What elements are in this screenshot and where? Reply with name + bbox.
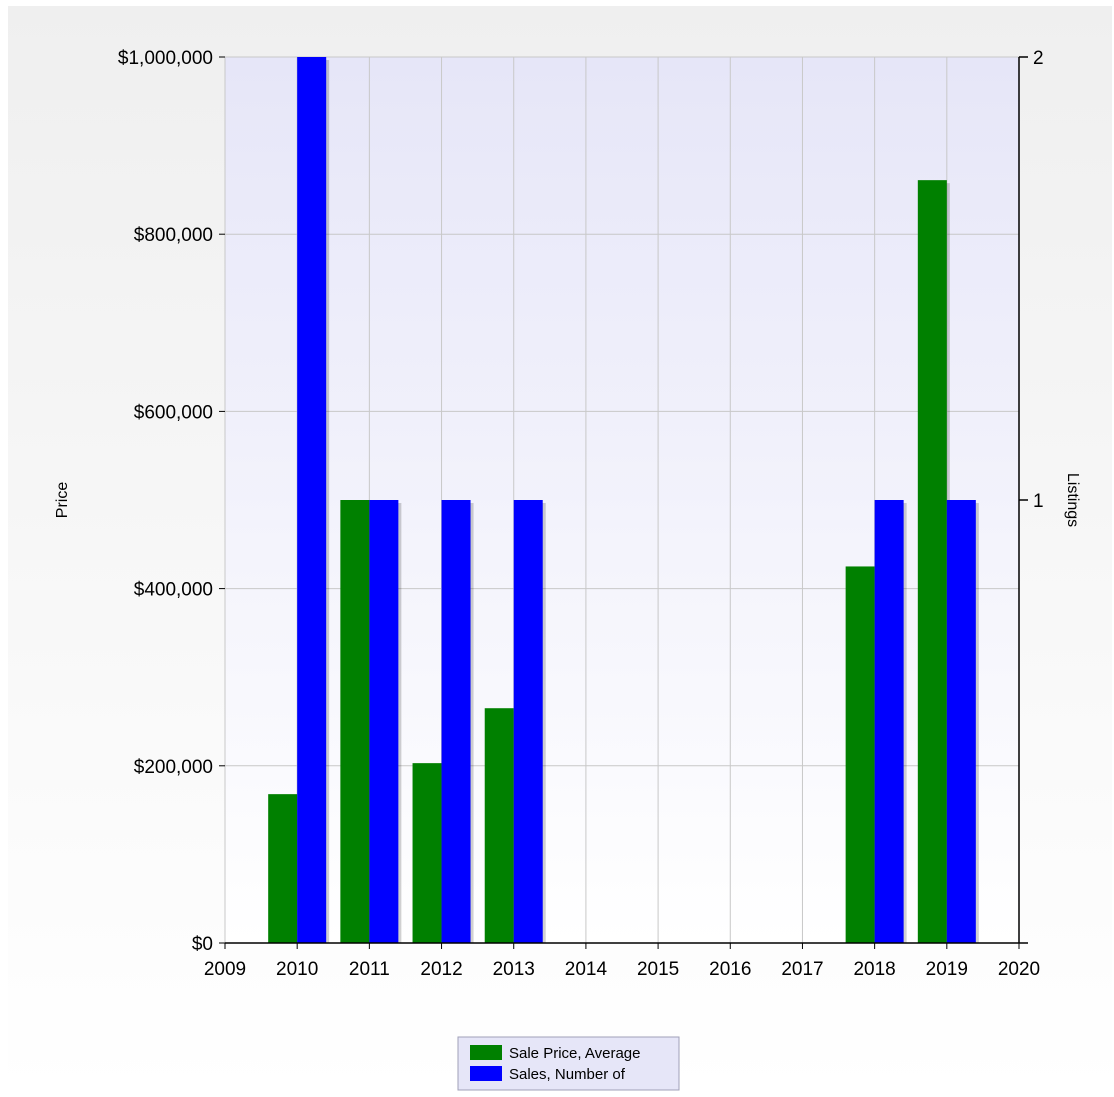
legend-swatch bbox=[470, 1045, 502, 1060]
sale-price-bar-2018 bbox=[845, 566, 875, 943]
legend-swatch bbox=[470, 1066, 502, 1081]
sales-count-bar-2010 bbox=[297, 57, 327, 943]
x-tick-label: 2015 bbox=[637, 959, 679, 980]
left-tick-label: $0 bbox=[192, 934, 213, 955]
left-tick-label: $200,000 bbox=[134, 757, 213, 778]
sale-price-bar-2013 bbox=[484, 708, 514, 943]
sale-price-bar-2011 bbox=[340, 500, 370, 943]
sale-price-bar-2012 bbox=[412, 763, 442, 943]
x-tick-label: 2012 bbox=[420, 959, 462, 980]
right-tick-label: 1 bbox=[1033, 491, 1044, 512]
sale-price-bar-2019 bbox=[917, 180, 947, 944]
x-tick-label: 2017 bbox=[781, 959, 823, 980]
legend-label: Sales, Number of bbox=[509, 1066, 626, 1083]
axis-labels: 2009 2010 2011 2012 2013 2014 2015 2016 2017 2018… bbox=[54, 48, 1081, 980]
x-tick-label: 2009 bbox=[204, 959, 246, 980]
x-tick-label: 2014 bbox=[565, 959, 608, 980]
x-tick-label: 2016 bbox=[709, 959, 751, 980]
left-axis-title: Price bbox=[54, 482, 71, 519]
x-tick-label: 2019 bbox=[926, 959, 968, 980]
sale-price-bar-2010 bbox=[268, 794, 298, 943]
bars bbox=[268, 57, 979, 944]
axes bbox=[219, 56, 1028, 949]
right-axis-title: Listings bbox=[1064, 473, 1081, 527]
sales-count-bar-2018 bbox=[874, 500, 904, 943]
sales-count-bar-2011 bbox=[369, 500, 399, 943]
x-tick-label: 2018 bbox=[853, 959, 895, 980]
left-tick-label: $1,000,000 bbox=[118, 48, 213, 69]
sales-count-bar-2013 bbox=[513, 500, 543, 943]
x-tick-label: 2010 bbox=[276, 959, 318, 980]
x-tick-label: 2013 bbox=[493, 959, 535, 980]
x-tick-label: 2011 bbox=[349, 959, 390, 980]
sales-count-bar-2012 bbox=[441, 500, 471, 943]
left-tick-label: $800,000 bbox=[134, 225, 213, 246]
legend: Sale Price, Average Sales, Number of bbox=[457, 1036, 680, 1091]
x-tick-label: 2020 bbox=[998, 959, 1040, 980]
legend-label: Sale Price, Average bbox=[509, 1045, 640, 1062]
left-tick-label: $600,000 bbox=[134, 402, 213, 423]
sales-count-bar-2019 bbox=[946, 500, 976, 943]
right-tick-label: 2 bbox=[1033, 48, 1044, 69]
left-tick-label: $400,000 bbox=[134, 580, 213, 601]
